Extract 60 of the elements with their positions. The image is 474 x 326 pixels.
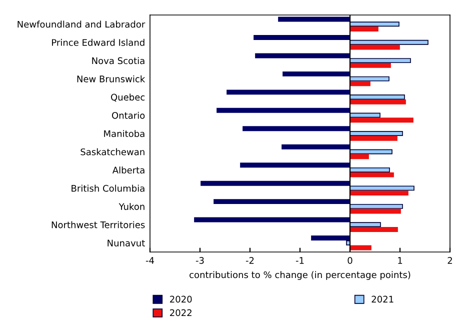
bar: [216, 108, 350, 113]
x-tick-label: -1: [296, 257, 304, 264]
y-tick-label: Alberta: [112, 166, 144, 174]
bar: [350, 208, 401, 214]
bar: [350, 99, 406, 104]
bar: [240, 162, 350, 168]
bar: [350, 44, 400, 50]
bar: [350, 62, 391, 68]
y-tick-label: Manitoba: [104, 130, 144, 138]
bar: [200, 180, 350, 186]
bar: [350, 172, 394, 178]
bar: [255, 53, 350, 58]
bar: [282, 71, 350, 76]
y-tick-label: Northwest Territories: [52, 221, 145, 228]
bar: [350, 136, 398, 141]
bar: [214, 199, 350, 204]
y-tick-label: Prince Edward Island: [52, 38, 144, 46]
bar: [254, 35, 350, 40]
bar: [242, 126, 350, 132]
bar: [350, 22, 400, 27]
bar: [194, 217, 350, 222]
bar: [350, 81, 370, 86]
legend-label: 2022: [170, 309, 192, 316]
x-tick-label: -4: [146, 257, 154, 264]
legend-label: 2020: [170, 296, 192, 303]
bar: [350, 118, 414, 123]
bar: [350, 58, 411, 64]
bar: [350, 222, 381, 228]
bar: [350, 94, 405, 100]
y-tick-label: Saskatchewan: [80, 148, 144, 156]
bar: [350, 154, 369, 160]
bar: [350, 26, 378, 32]
x-tick-label: 2: [448, 257, 452, 264]
x-tick-label: 1: [398, 257, 402, 264]
bar: [350, 204, 403, 209]
y-tick-label: New Brunswick: [77, 75, 146, 82]
y-tick-label: British Columbia: [72, 184, 144, 192]
bar: [350, 190, 408, 196]
bar: [350, 40, 428, 45]
bar: [350, 76, 390, 82]
y-tick-label: Newfoundland and Labrador: [18, 20, 146, 28]
bar: [350, 227, 398, 232]
y-tick-label: Nova Scotia: [92, 57, 144, 64]
y-tick-label: Quebec: [111, 94, 145, 102]
y-tick-label: Nunavut: [108, 240, 145, 246]
bar: [226, 90, 350, 95]
y-tick-label: Yukon: [118, 202, 144, 210]
bar: [350, 149, 392, 154]
bar: [282, 144, 350, 150]
x-tick-label: -2: [246, 257, 254, 264]
x-axis-title: contributions to % change (in percentage points): [190, 271, 410, 280]
x-tick-label: -3: [196, 257, 204, 264]
bar: [278, 16, 350, 22]
y-tick-label: Ontario: [112, 112, 145, 119]
bar: [311, 236, 350, 241]
bar: [350, 167, 390, 172]
legend-label: 2021: [372, 296, 394, 303]
bar: [350, 131, 403, 136]
x-tick-label: 0: [348, 257, 352, 264]
bar: [350, 186, 414, 191]
